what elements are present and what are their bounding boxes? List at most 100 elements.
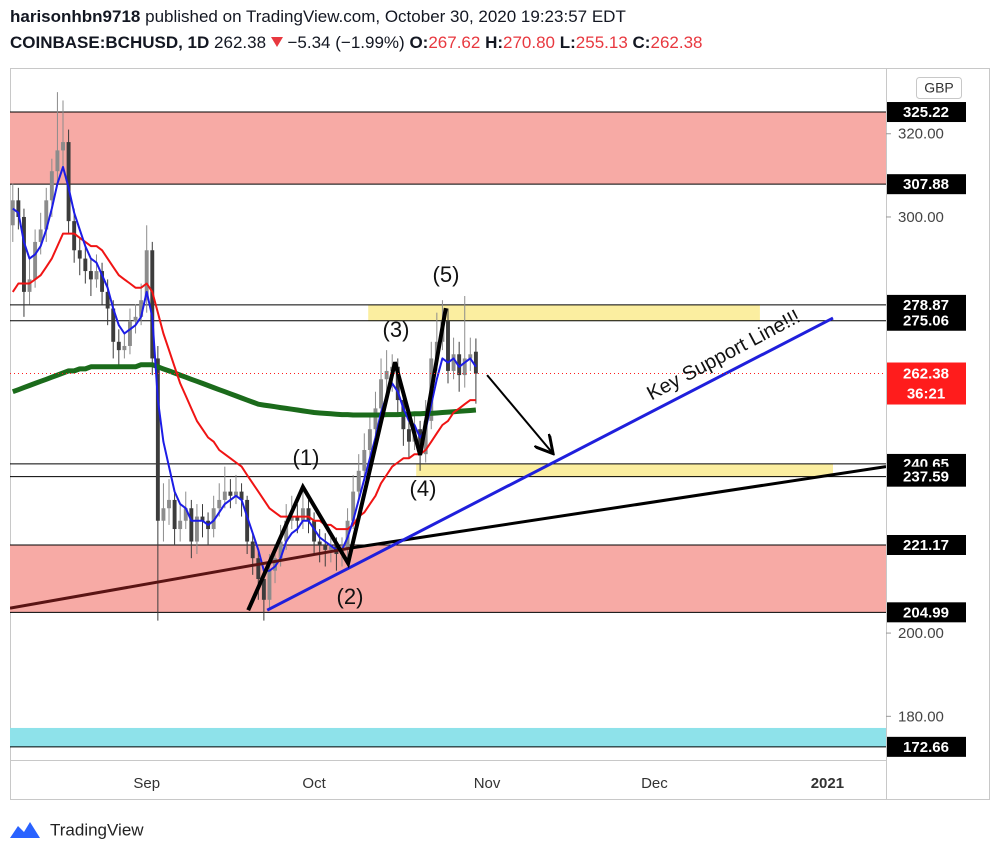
candle-body bbox=[418, 429, 423, 455]
price-label-box bbox=[887, 736, 966, 757]
price-label-box bbox=[887, 534, 966, 555]
candle-body bbox=[116, 341, 121, 351]
y-tick-label: 320.00 bbox=[898, 126, 944, 143]
x-tick-label: Nov bbox=[474, 775, 501, 792]
candle-body bbox=[379, 379, 383, 409]
symbol-line: COINBASE:BCHUSD, 1D 262.38 −5.34 (−1.99%… bbox=[10, 33, 702, 53]
last: 262.38 bbox=[214, 33, 267, 52]
zone bbox=[10, 112, 886, 185]
ma-line bbox=[12, 166, 477, 572]
last-price-box bbox=[887, 362, 966, 405]
candle-body bbox=[133, 316, 138, 321]
arrow bbox=[486, 374, 552, 452]
price-label-box bbox=[887, 294, 966, 315]
h-label: H: bbox=[485, 33, 504, 52]
countdown: 36:21 bbox=[907, 385, 945, 402]
candle-body bbox=[77, 250, 82, 259]
logo: TradingView bbox=[10, 820, 144, 839]
candle-body bbox=[217, 499, 222, 509]
candle-body bbox=[256, 558, 261, 579]
y-tick-label: 180.00 bbox=[898, 708, 944, 725]
candle-body bbox=[367, 429, 372, 450]
candle-body bbox=[183, 508, 188, 521]
last-price: 262.38 bbox=[903, 365, 949, 382]
candle-body bbox=[312, 520, 317, 542]
published: published on TradingView.com, October 30… bbox=[145, 7, 626, 26]
candle-body bbox=[446, 320, 450, 371]
candle-body bbox=[44, 200, 49, 230]
price-label: 237.59 bbox=[903, 469, 949, 486]
price-label: 275.06 bbox=[903, 313, 949, 330]
zone bbox=[416, 463, 833, 477]
plot-area bbox=[10, 92, 886, 748]
h-value: 270.80 bbox=[503, 33, 556, 52]
candle-body bbox=[211, 508, 216, 530]
trend-line bbox=[246, 307, 448, 612]
candle-body bbox=[373, 408, 378, 430]
candle-body bbox=[72, 221, 77, 251]
candle-body bbox=[317, 541, 322, 546]
candle-body bbox=[300, 508, 305, 521]
x-tick-label: Sep bbox=[133, 775, 160, 792]
candle-body bbox=[267, 570, 272, 600]
candle-body bbox=[139, 300, 144, 317]
candle-body bbox=[222, 491, 227, 500]
candle-body bbox=[468, 354, 473, 359]
candle-body bbox=[395, 366, 400, 401]
candle-body bbox=[473, 351, 478, 374]
chart-frame bbox=[10, 68, 990, 800]
price-label-box bbox=[887, 102, 966, 123]
candle-body bbox=[161, 508, 166, 521]
candle-body bbox=[100, 271, 105, 292]
c-value: 262.38 bbox=[650, 33, 703, 52]
c-label: C: bbox=[632, 33, 651, 52]
candle-body bbox=[33, 241, 38, 280]
zone bbox=[10, 727, 886, 747]
candle-body bbox=[172, 499, 177, 530]
price-axis: GBP 325.22307.88278.87275.06240.65237.59… bbox=[886, 77, 966, 757]
brand: TradingView bbox=[50, 820, 144, 839]
price-label: 172.66 bbox=[903, 739, 949, 756]
candle-body bbox=[16, 200, 21, 217]
candle-body bbox=[239, 491, 244, 500]
publish-line: harisonhbn9718 published on TradingView.… bbox=[10, 7, 626, 27]
candle-body bbox=[27, 279, 32, 292]
author[interactable]: harisonhbn9718 bbox=[10, 7, 141, 26]
trend-line bbox=[266, 316, 834, 612]
price-label-box bbox=[887, 174, 966, 195]
candle-body bbox=[55, 150, 60, 172]
candle-body bbox=[61, 142, 65, 151]
candle-body bbox=[167, 499, 171, 509]
candle-body bbox=[245, 499, 250, 542]
down-arrow bbox=[270, 37, 283, 47]
currency[interactable]: GBP bbox=[924, 80, 954, 96]
currency-box[interactable] bbox=[916, 77, 962, 99]
candle-body bbox=[406, 429, 411, 442]
candle-body bbox=[122, 345, 127, 351]
candle-body bbox=[284, 520, 289, 542]
change: −5.34 (−1.99%) bbox=[287, 33, 405, 52]
candle-body bbox=[228, 491, 233, 496]
symbol: COINBASE:BCHUSD, 1D bbox=[10, 33, 210, 52]
candle-body bbox=[384, 370, 389, 380]
candle-body bbox=[66, 142, 71, 222]
candle-body bbox=[273, 558, 277, 571]
candle-body bbox=[250, 541, 255, 559]
candle-body bbox=[105, 291, 110, 309]
wave-label: (1) bbox=[293, 445, 320, 470]
ma-line bbox=[11, 362, 477, 418]
candle-body bbox=[194, 516, 199, 542]
price-label: 221.17 bbox=[903, 537, 949, 554]
candle-body bbox=[295, 516, 300, 521]
candle-body bbox=[189, 508, 194, 542]
candle-body bbox=[128, 320, 132, 346]
ma-line bbox=[11, 232, 476, 531]
zone bbox=[10, 544, 886, 613]
x-tick-label: Oct bbox=[302, 775, 326, 792]
y-tick-label: 300.00 bbox=[898, 209, 944, 226]
candle-body bbox=[278, 541, 283, 559]
wave-label: (5) bbox=[433, 262, 460, 287]
trend-line bbox=[10, 546, 351, 610]
